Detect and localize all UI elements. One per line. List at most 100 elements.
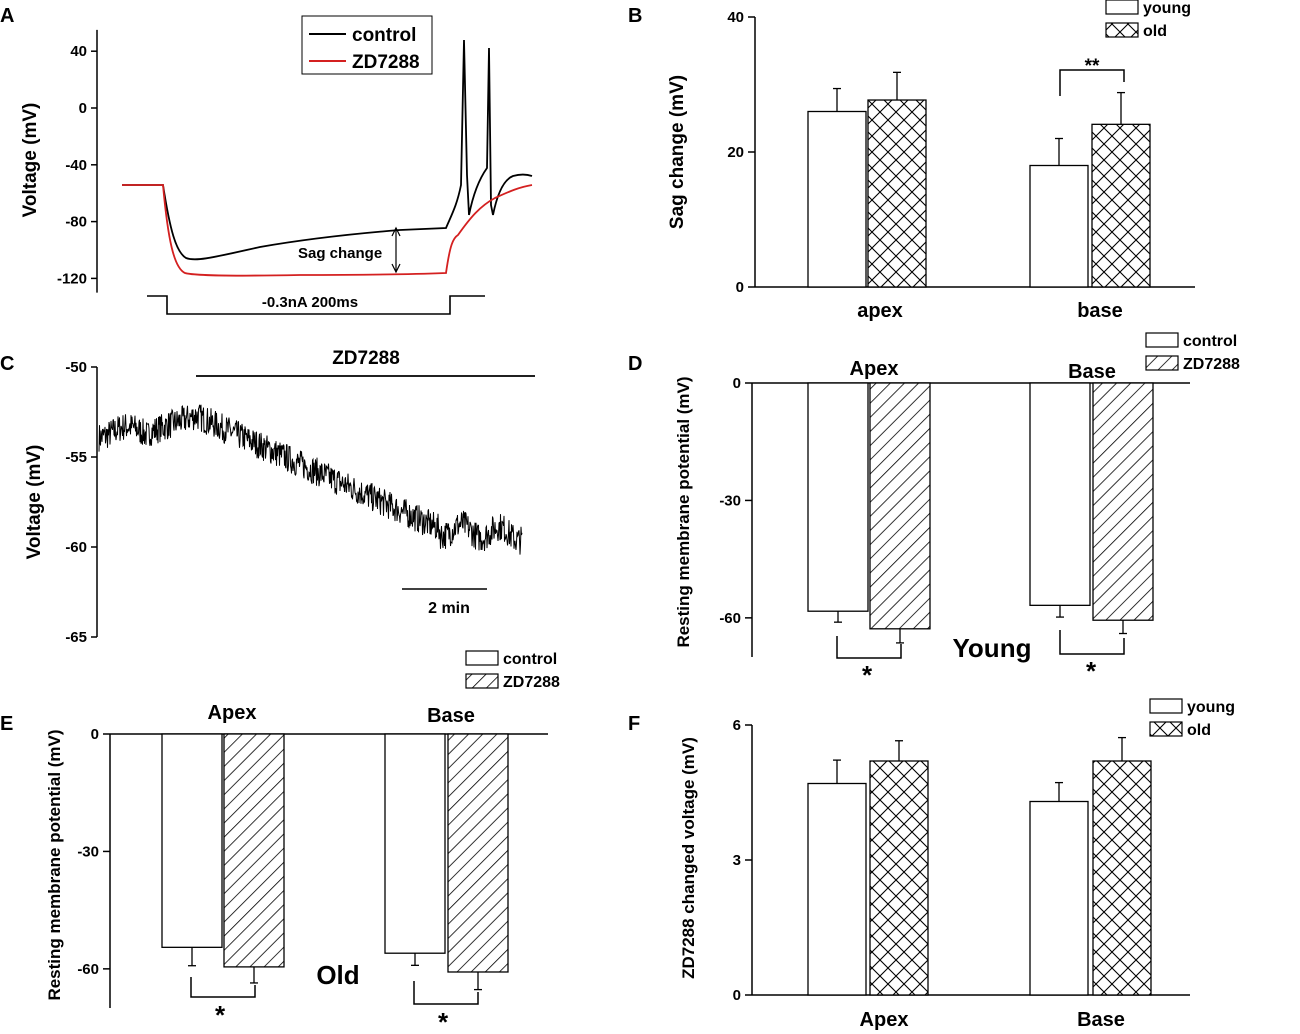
panel-label-f: F <box>628 713 640 735</box>
panel-c-legend-control-swatch <box>465 650 499 666</box>
panel-c-trace-chart: Voltage (mV) -50 -55 -60 -65 ZD7288 2 min c… <box>24 348 560 691</box>
panel-e-ytick-label: 0 <box>91 726 99 743</box>
panel-d-category-base: Base <box>1068 361 1116 383</box>
panel-f-bar-chart: ZD7288 changed voltage (mV) 0 3 6 Apex Bas… <box>679 698 1235 1031</box>
panel-f-legend-old: old <box>1187 722 1211 739</box>
panel-d-sig-base: * <box>1086 656 1097 686</box>
panel-a-ytick-label: 0 <box>79 100 87 117</box>
panel-e-ytick-label: -60 <box>77 961 99 978</box>
panel-f-bar-young-apex <box>807 782 867 996</box>
panel-b-significance-label: ** <box>1085 56 1100 77</box>
panel-f-legend-young-swatch <box>1149 698 1183 714</box>
panel-e-bracket-base <box>413 981 479 1005</box>
panel-d-bar-control-base <box>1029 382 1091 606</box>
panel-c-ytick-label: -60 <box>65 539 87 556</box>
panel-d-legend-control-swatch <box>1145 332 1179 348</box>
panel-a-stimulus-trace <box>147 295 485 315</box>
panel-b-ylabel: Sag change (mV) <box>667 75 688 229</box>
panel-d-category-apex: Apex <box>850 358 899 380</box>
panel-d-bar-zd7288-apex <box>869 382 931 630</box>
panel-b-ytick-label: 20 <box>727 144 744 161</box>
panel-b-significance-bracket <box>1059 69 1125 96</box>
panel-e-sig-apex: * <box>215 1000 226 1030</box>
panel-d-group-label: Young <box>953 633 1032 663</box>
panel-e-bar-control-base <box>384 733 446 954</box>
panel-d-ytick-label: -60 <box>719 610 741 627</box>
panel-d-ytick-label: 0 <box>733 375 741 392</box>
panel-e-category-base: Base <box>427 705 475 727</box>
panel-a-y-axis: 40 0 -40 -80 -120 <box>57 29 98 293</box>
panel-d-bar-chart: Resting membrane potential (mV) 0-30-60 … <box>674 332 1240 690</box>
panel-f-bar-old-apex <box>869 760 929 996</box>
panel-e-bar-zd7288-apex <box>223 733 285 968</box>
panel-label-c: C <box>0 353 14 375</box>
panel-b-bar-chart: Sag change (mV) 0 20 40 apex base young ol… <box>667 0 1195 322</box>
panel-e-group-label: Old <box>316 960 359 990</box>
panel-a-sag-arrowheads <box>391 226 401 274</box>
panel-a-legend-control: control <box>352 25 416 46</box>
panel-e-bar-zd7288-base <box>447 733 509 973</box>
panel-a-ytick-label: -80 <box>65 214 87 231</box>
panel-f-legend-young: young <box>1187 699 1235 716</box>
panel-b-category-apex: apex <box>857 300 903 322</box>
panel-f-ytick-label: 0 <box>733 987 741 1004</box>
panel-label-d: D <box>628 353 642 375</box>
panel-e-ylabel: Resting membrane potential (mV) <box>45 729 64 1000</box>
panel-f-ytick-label: 3 <box>733 852 741 869</box>
panel-a-ytick-label: -40 <box>65 157 87 174</box>
panel-b-category-base: base <box>1077 300 1123 322</box>
panel-d-bracket-apex <box>836 636 902 659</box>
panel-b-bar-old-base <box>1091 123 1151 288</box>
panel-f-ylabel: ZD7288 changed voltage (mV) <box>679 737 698 979</box>
panel-f-category-base: Base <box>1077 1009 1125 1031</box>
panel-b-ytick-label: 40 <box>727 9 744 26</box>
panel-e-bar-control-apex <box>161 733 223 948</box>
panel-d-ylabel: Resting membrane potential (mV) <box>674 376 693 647</box>
panel-d-ytick-label: -30 <box>719 492 741 509</box>
panel-c-ytick-label: -65 <box>65 629 87 646</box>
panel-b-legend-old: old <box>1143 23 1167 40</box>
panel-c-trace <box>98 404 523 555</box>
panel-e-ytick-label: -30 <box>77 843 99 860</box>
panel-b-legend-old-swatch <box>1105 22 1139 38</box>
panel-label-a: A <box>0 5 14 27</box>
panel-a-sag-label: Sag change <box>298 245 382 262</box>
panel-a-trace-zd7288 <box>122 184 533 277</box>
panel-a-ytick-label: 40 <box>70 43 87 60</box>
panel-c-ytick-label: -55 <box>65 449 87 466</box>
panel-f-category-apex: Apex <box>860 1009 909 1031</box>
panel-e-sig-base: * <box>438 1007 449 1034</box>
panel-c-ylabel: Voltage (mV) <box>24 445 45 560</box>
panel-e-bracket-apex <box>190 977 256 998</box>
panel-label-e: E <box>0 713 13 735</box>
panel-d-legend-zd7288-swatch <box>1145 355 1179 371</box>
panel-d-bracket-base <box>1059 630 1125 655</box>
panel-d-legend-control: control <box>1183 333 1237 350</box>
panel-c-ytick-label: -50 <box>65 359 87 376</box>
panel-e-bar-chart: Resting membrane potential (mV) 0-30-60 … <box>45 702 548 1034</box>
panel-e-category-apex: Apex <box>208 702 257 724</box>
panel-b-bar-young-base <box>1029 164 1089 288</box>
panel-d-sig-apex: * <box>862 660 873 690</box>
panel-f-bar-young-base <box>1029 800 1089 996</box>
panel-c-legend-zd7288-swatch <box>465 673 499 689</box>
panel-a-trace-control <box>122 39 533 261</box>
panel-c-legend-control: control <box>503 651 557 668</box>
panel-c-legend-zd7288: ZD7288 <box>503 674 560 691</box>
panel-c-scale-label: 2 min <box>428 600 470 617</box>
panel-f-ytick-label: 6 <box>733 717 741 734</box>
panel-label-b: B <box>628 5 642 27</box>
panel-d-legend-zd7288: ZD7288 <box>1183 356 1240 373</box>
panel-b-legend-young-swatch <box>1105 0 1139 15</box>
panel-a-ytick-label: -120 <box>57 270 87 287</box>
panel-a-trace-chart: Voltage (mV) 40 0 -40 -80 -120 control ZD728… <box>20 15 533 315</box>
panel-a-ylabel: Voltage (mV) <box>20 103 41 218</box>
panel-f-bar-old-base <box>1092 760 1152 996</box>
panel-d-bar-control-apex <box>807 382 869 612</box>
panel-b-legend-young: young <box>1143 0 1191 17</box>
panel-f-legend-old-swatch <box>1149 721 1183 737</box>
panel-a-legend-box <box>301 15 433 75</box>
panel-c-y-axis: -50 -55 -60 -65 <box>65 359 98 646</box>
panel-a-stimulus-label: -0.3nA 200ms <box>262 294 358 311</box>
